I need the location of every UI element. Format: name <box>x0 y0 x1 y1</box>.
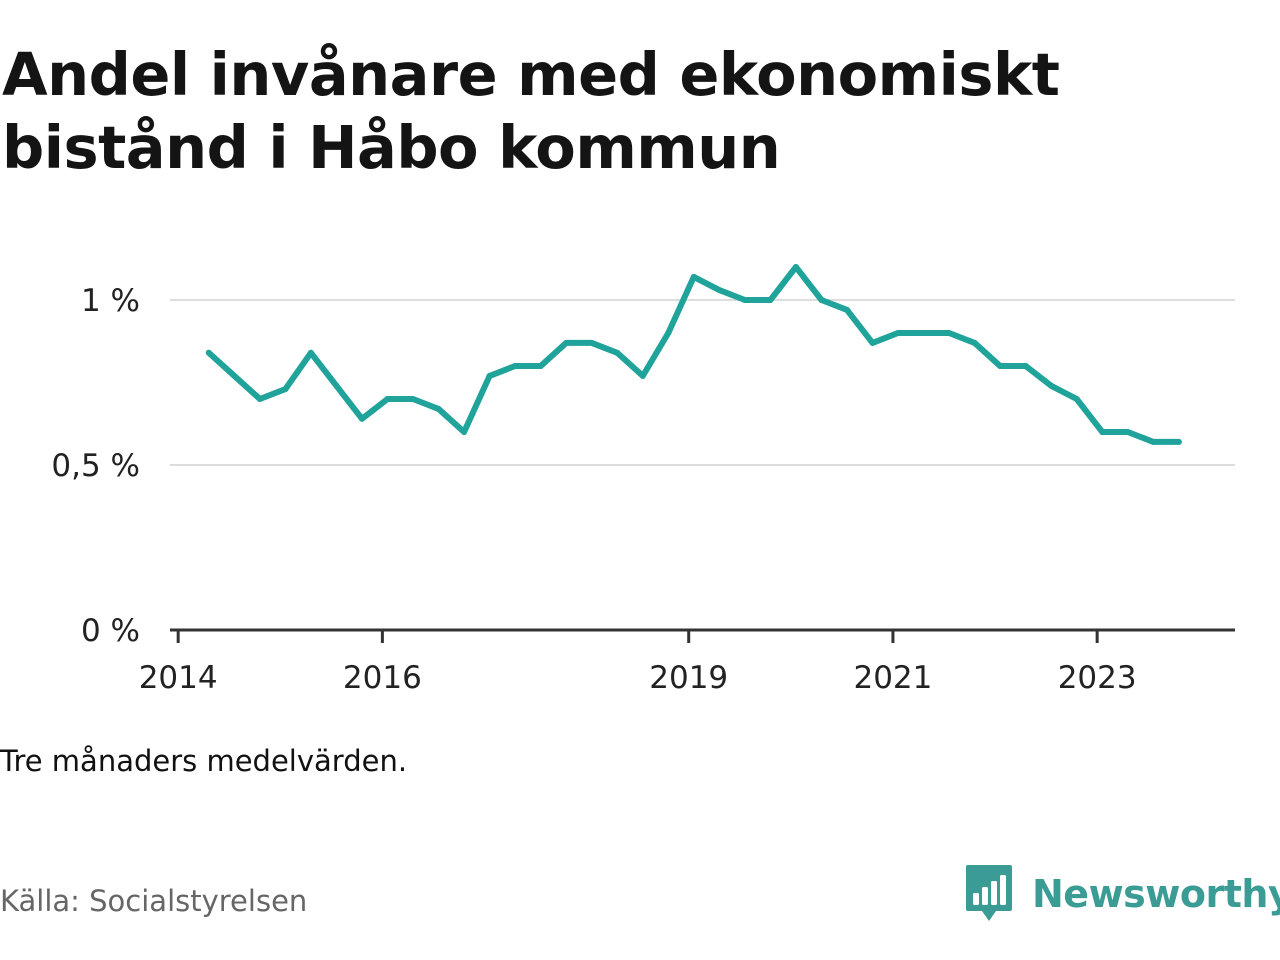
data-point <box>512 363 519 369</box>
data-point <box>486 372 493 379</box>
chart-note: Tre månaders medelvärden. <box>0 744 408 778</box>
x-tick-label: 2021 <box>853 660 932 696</box>
data-point <box>1073 396 1080 402</box>
data-point <box>358 415 365 422</box>
data-point <box>843 306 850 313</box>
data-point <box>716 287 723 294</box>
data-point <box>690 273 697 280</box>
data-point <box>946 330 953 336</box>
data-point <box>997 363 1004 369</box>
line-chart: 0 % 0,5 % 1 % 2014 2016 2019 2021 2023 <box>51 264 1235 696</box>
data-point <box>435 405 442 412</box>
data-point <box>1150 438 1157 445</box>
y-tick-label: 0,5 % <box>51 448 140 484</box>
data-point <box>818 297 825 303</box>
y-tick-labels: 0 % 0,5 % 1 % <box>51 283 140 649</box>
chart-title: Andel invånare med ekonomiskt bistånd i … <box>2 40 1060 182</box>
x-tick-label: 2023 <box>1058 660 1137 696</box>
data-point <box>767 297 774 303</box>
data-point <box>1022 363 1029 369</box>
data-point <box>639 372 646 379</box>
data-point <box>665 330 672 336</box>
data-point <box>256 396 263 402</box>
gridlines <box>170 299 1235 466</box>
data-point <box>895 330 902 336</box>
x-axis <box>170 628 1235 643</box>
series-line-0 <box>205 264 1182 445</box>
data-point <box>410 396 417 402</box>
data-point <box>1124 429 1131 435</box>
data-point <box>1048 382 1055 389</box>
bar-chart-bubble-icon <box>966 865 1012 921</box>
newsworthy-logo: Newsworthy <box>964 862 1280 926</box>
x-tick-labels: 2014 2016 2019 2021 2023 <box>139 660 1137 696</box>
data-point <box>282 386 289 393</box>
data-point <box>461 429 468 435</box>
data-point <box>231 372 238 379</box>
data-point <box>869 339 876 346</box>
data-point <box>205 349 212 356</box>
series-layer <box>205 264 1182 445</box>
x-tick-label: 2019 <box>649 660 728 696</box>
brand-name: Newsworthy <box>1032 872 1280 916</box>
data-point <box>563 339 570 346</box>
data-point <box>1099 429 1106 435</box>
source-credit: Källa: Socialstyrelsen <box>0 884 308 918</box>
data-point <box>741 297 748 303</box>
data-point <box>920 330 927 336</box>
data-point <box>971 339 978 346</box>
x-tick-label: 2016 <box>343 660 422 696</box>
data-point <box>307 349 314 356</box>
x-tick-label: 2014 <box>139 660 218 696</box>
data-point <box>588 339 595 346</box>
y-tick-label: 1 % <box>81 283 140 319</box>
data-point <box>1175 438 1182 445</box>
data-point <box>614 349 621 356</box>
data-point <box>333 382 340 389</box>
data-point <box>384 396 391 402</box>
y-tick-label: 0 % <box>81 613 140 649</box>
data-point <box>792 264 799 270</box>
data-point <box>537 363 544 369</box>
